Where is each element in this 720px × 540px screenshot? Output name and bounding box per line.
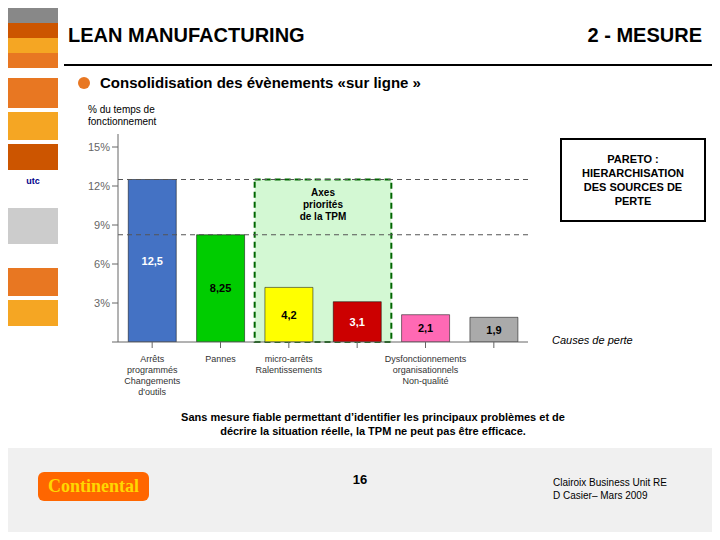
svg-text:ArrêtsprogrammésChangementsd'o: ArrêtsprogrammésChangementsd'outils: [124, 354, 181, 397]
html-text:2 - MESURE: 2 - MESURE: [587, 24, 702, 46]
svg-text:8,25: 8,25: [210, 282, 231, 294]
svg-text:15%: 15%: [88, 141, 110, 153]
html-text:LEAN MANUFACTURING: LEAN MANUFACTURING: [68, 24, 305, 46]
svg-text:1,9: 1,9: [486, 324, 501, 336]
svg-text:Pannes: Pannes: [205, 354, 236, 364]
html-text:Clairoix Business Unit RE D Ca: Clairoix Business Unit RE D Casier– Mars…: [553, 477, 667, 501]
svg-text:12%: 12%: [88, 180, 110, 192]
svg-text:6%: 6%: [94, 258, 110, 270]
html-text:Sans mesure fiable permettant: Sans mesure fiable permettant d’identifi…: [181, 411, 565, 437]
svg-text:2,1: 2,1: [418, 322, 433, 334]
svg-text:3,1: 3,1: [350, 316, 365, 328]
svg-text:Dysfonctionnementsorganisation: DysfonctionnementsorganisationnelsNon-qu…: [385, 354, 467, 386]
html-text:Continental: Continental: [48, 476, 139, 496]
html-text:% du temps de fonctionnement: % du temps de fonctionnement: [88, 104, 157, 127]
html-text:Causes de perte: Causes de perte: [552, 334, 633, 346]
svg-text:4,2: 4,2: [281, 309, 296, 321]
html-text:Consolidisation des évènements: Consolidisation des évènements «sur lign…: [100, 74, 421, 91]
svg-text:12,5: 12,5: [142, 255, 163, 267]
svg-text:micro-arrêtsRalentissements: micro-arrêtsRalentissements: [256, 354, 323, 375]
html-text:utc: utc: [26, 176, 40, 186]
html-text:PARETO : HIERARCHISATION DES S: PARETO : HIERARCHISATION DES SOURCES DE …: [582, 153, 684, 207]
svg-text:Axesprioritésde la TPM: Axesprioritésde la TPM: [300, 187, 347, 222]
html-text:16: 16: [352, 472, 368, 487]
svg-text:9%: 9%: [94, 219, 110, 231]
svg-text:3%: 3%: [94, 297, 110, 309]
